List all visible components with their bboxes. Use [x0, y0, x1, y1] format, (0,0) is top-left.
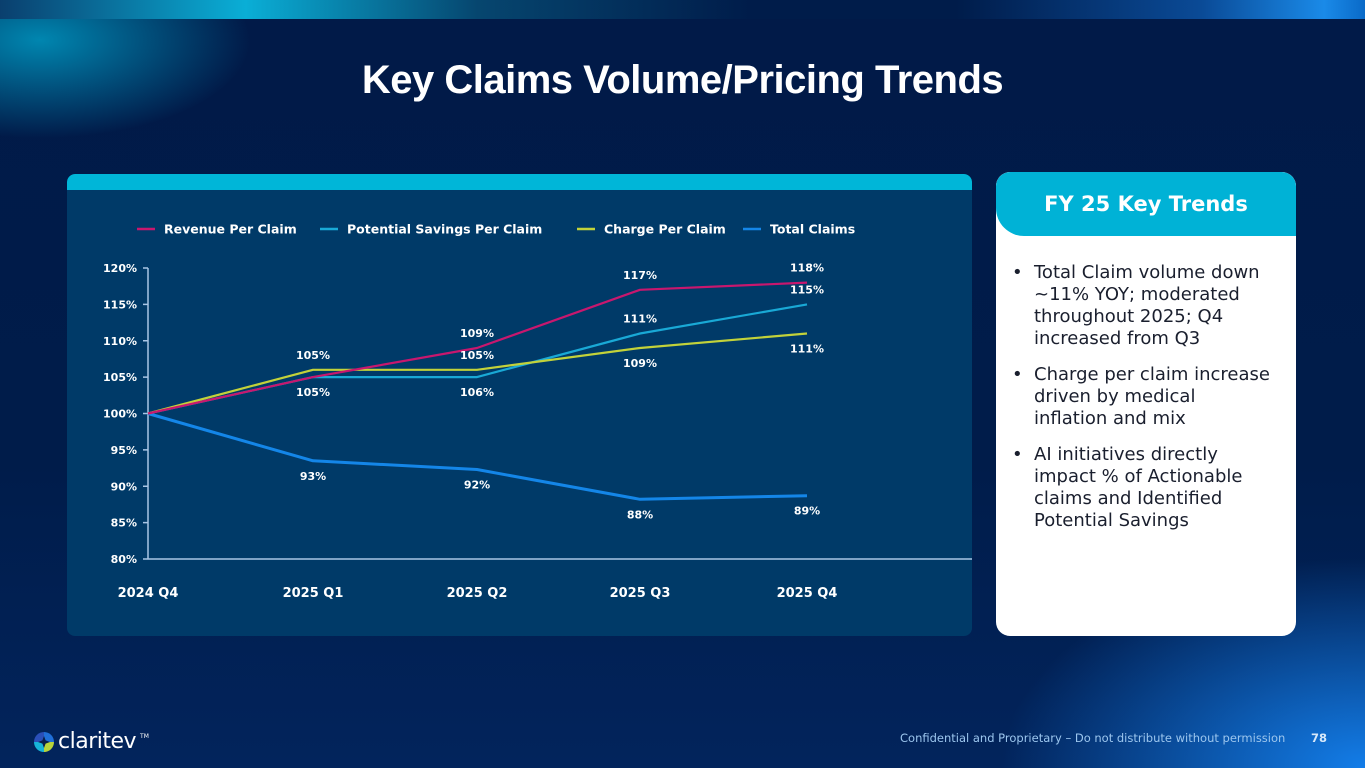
- data-label-revenue: 117%: [623, 269, 657, 282]
- key-trends-list: • Total Claim volume down ~11% YOY; mode…: [996, 236, 1296, 532]
- key-trend-text: Charge per claim increase driven by medi…: [1034, 364, 1270, 429]
- x-tick-label: 2025 Q2: [447, 586, 508, 601]
- data-label-charge: 109%: [623, 357, 657, 370]
- bullet-icon: •: [1012, 444, 1023, 465]
- series-line-total: [147, 412, 808, 501]
- legend-label-total: Total Claims: [770, 222, 855, 237]
- confidential-notice: Confidential and Proprietary – Do not di…: [900, 731, 1286, 745]
- data-label-savings: 115%: [790, 283, 824, 296]
- bullet-icon: •: [1012, 262, 1023, 283]
- legend-label-revenue: Revenue Per Claim: [164, 222, 297, 237]
- y-tick-label: 110%: [103, 335, 137, 348]
- x-tick-label: 2025 Q1: [283, 586, 344, 601]
- x-tick-label: 2024 Q4: [118, 586, 179, 601]
- y-tick-label: 95%: [111, 444, 137, 457]
- legend-label-charge: Charge Per Claim: [604, 222, 726, 237]
- series-line-charge: [147, 332, 808, 415]
- key-trends-panel: FY 25 Key Trends • Total Claim volume do…: [996, 172, 1296, 636]
- key-trends-title: FY 25 Key Trends: [1044, 192, 1248, 216]
- page-number: 78: [1311, 731, 1328, 745]
- page-title: Key Claims Volume/Pricing Trends: [361, 58, 1004, 102]
- data-label-revenue: 109%: [460, 327, 494, 340]
- key-trend-item: • Charge per claim increase driven by me…: [1012, 364, 1270, 430]
- key-trend-text: AI initiatives directly impact % of Acti…: [1034, 444, 1243, 531]
- key-trends-header: FY 25 Key Trends: [996, 172, 1296, 236]
- data-label-savings: 106%: [460, 386, 494, 399]
- key-trend-item: • Total Claim volume down ~11% YOY; mode…: [1012, 262, 1270, 350]
- key-trend-item: • AI initiatives directly impact % of Ac…: [1012, 444, 1270, 532]
- line-chart: Revenue Per Claim Potential Savings Per C…: [103, 222, 972, 601]
- claritev-logo-text: claritev: [58, 729, 137, 754]
- chart-panel: Revenue Per Claim Potential Savings Per C…: [67, 174, 972, 636]
- data-label-total: 88%: [627, 508, 653, 521]
- y-tick-label: 90%: [111, 480, 137, 493]
- y-tick-label: 115%: [103, 298, 137, 311]
- data-label-revenue: 118%: [790, 262, 824, 275]
- data-label-savings: 111%: [623, 312, 657, 325]
- data-label-total: 93%: [300, 470, 326, 483]
- data-label-savings: 105%: [296, 386, 330, 399]
- data-label-charge: 105%: [296, 349, 330, 362]
- y-tick-label: 80%: [111, 553, 137, 566]
- y-tick-label: 120%: [103, 262, 137, 275]
- x-tick-label: 2025 Q3: [610, 586, 671, 601]
- y-tick-label: 100%: [103, 408, 137, 421]
- top-decorative-band: [0, 0, 1365, 19]
- data-label-total: 92%: [464, 479, 490, 492]
- claritev-logo-icon: [34, 731, 54, 752]
- legend-label-savings: Potential Savings Per Claim: [347, 222, 542, 237]
- data-label-charge: 105%: [460, 349, 494, 362]
- chart-panel-header-band: [67, 174, 972, 190]
- y-tick-label: 105%: [103, 371, 137, 384]
- data-label-total: 89%: [794, 505, 820, 518]
- series-line-revenue: [147, 281, 808, 415]
- x-tick-label: 2025 Q4: [777, 586, 838, 601]
- data-label-charge: 111%: [790, 342, 824, 355]
- y-tick-label: 85%: [111, 517, 137, 530]
- claritev-logo: claritev TM: [34, 729, 149, 754]
- bullet-icon: •: [1012, 364, 1023, 385]
- trademark-mark: TM: [140, 733, 149, 740]
- key-trend-text: Total Claim volume down ~11% YOY; modera…: [1034, 262, 1260, 349]
